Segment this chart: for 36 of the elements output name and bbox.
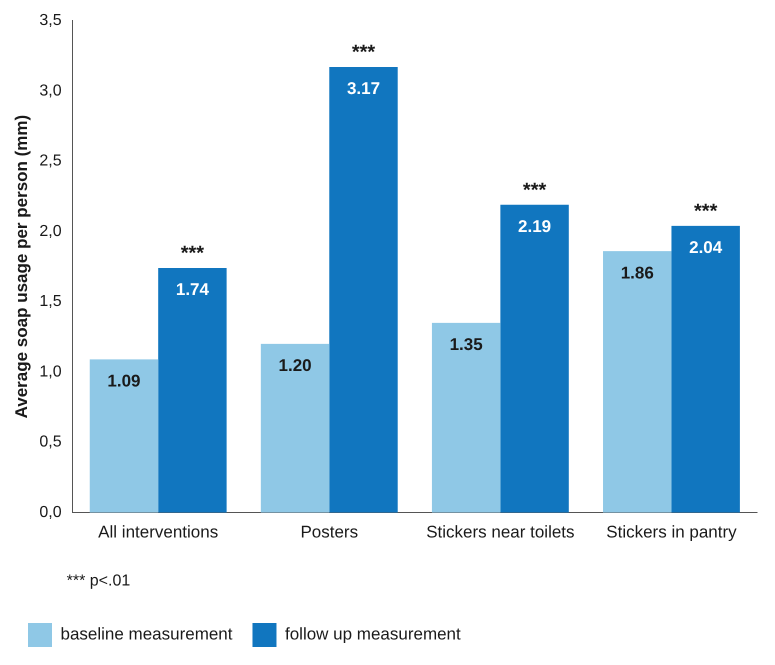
y-tick-label: 0,0 — [39, 504, 62, 522]
data-label: 1.20 — [278, 356, 312, 376]
bar — [329, 66, 398, 513]
y-tick-label: 0,5 — [39, 434, 62, 451]
data-label: 3.17 — [346, 79, 380, 98]
bar — [500, 204, 569, 513]
annotation: *** — [352, 42, 376, 64]
legend-label: follow up measurement — [284, 624, 462, 644]
bar — [432, 322, 500, 513]
y-tick-label: 1,0 — [39, 363, 62, 380]
bar — [671, 226, 740, 513]
legend-label: baseline measurement — [60, 624, 233, 644]
y-tick-label: 3,0 — [39, 82, 62, 100]
x-tick-label: Stickers near toilets — [426, 522, 575, 542]
data-label: 2.04 — [689, 238, 723, 258]
data-label: 1.74 — [176, 280, 210, 300]
y-axis-title: Average soap usage per person (mm) — [12, 114, 31, 418]
bar — [158, 268, 227, 513]
bar — [603, 251, 672, 513]
y-tick-label: 3,5 — [39, 12, 62, 30]
y-tick-label: 1,5 — [39, 293, 62, 310]
bar — [260, 344, 330, 513]
x-tick-label: Stickers in pantry — [606, 522, 738, 542]
data-label: 1.35 — [450, 335, 483, 354]
x-tick-label: All interventions — [98, 522, 218, 542]
bar — [90, 359, 158, 513]
y-tick-label: 2,0 — [39, 222, 62, 240]
text: *** p<.01 — [66, 572, 130, 590]
data-label: 2.19 — [518, 216, 552, 236]
annotation: *** — [694, 200, 718, 222]
y-tick-label: 2,5 — [39, 152, 62, 170]
data-label: 1.86 — [620, 263, 654, 282]
annotation: *** — [180, 242, 204, 265]
x-tick-label: Posters — [300, 522, 358, 542]
annotation: *** — [522, 179, 546, 202]
data-label: 1.09 — [107, 372, 141, 391]
